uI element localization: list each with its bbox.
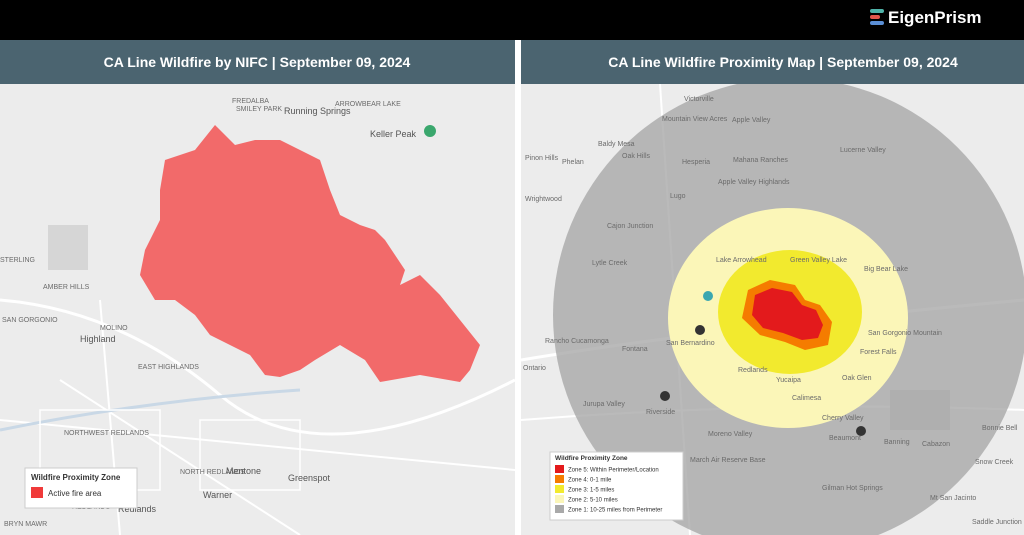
peak-icon bbox=[424, 125, 436, 137]
place-label: Snow Creek bbox=[975, 459, 1014, 466]
legend bbox=[549, 451, 684, 521]
place-label: Rancho Cucamonga bbox=[545, 338, 609, 345]
legend-swatch bbox=[555, 465, 564, 473]
place-label: AMBER HILLS bbox=[43, 284, 90, 291]
legend-label: Zone 1: 10-25 miles from Perimeter bbox=[568, 508, 662, 514]
place-label: San Bernardino bbox=[666, 340, 715, 347]
legend-title: Wildfire Proximity Zone bbox=[555, 455, 628, 462]
location-pins bbox=[660, 291, 866, 436]
place-label: Apple Valley Highlands bbox=[718, 179, 790, 186]
legend-label: Zone 4: 0-1 mile bbox=[568, 478, 612, 484]
place-label: STERLING bbox=[0, 257, 35, 264]
place-label: NORTHWEST REDLANDS bbox=[64, 430, 149, 437]
place-label: Hesperia bbox=[682, 159, 710, 166]
place-label: NORTH REDLANDS bbox=[180, 469, 245, 476]
place-label: Forest Falls bbox=[860, 349, 897, 356]
place-label: Running Springs bbox=[284, 106, 351, 116]
right-map: Victorville Mountain View Acres Apple Vall… bbox=[521, 84, 1024, 535]
place-label: Victorville bbox=[684, 96, 714, 103]
place-label: Baldy Mesa bbox=[598, 141, 635, 148]
zone-5 bbox=[752, 288, 823, 340]
place-label: Big Bear Lake bbox=[864, 266, 908, 273]
panel-title: CA Line Wildfire by NIFC | September 09,… bbox=[104, 54, 411, 70]
place-label: MOLINO bbox=[100, 325, 128, 332]
panel-title: CA Line Wildfire Proximity Map | Septemb… bbox=[608, 54, 958, 70]
place-label: SAN GORGONIO bbox=[2, 317, 58, 324]
place-label: Ontario bbox=[523, 365, 546, 372]
place-label: Mt San Jacinto bbox=[930, 495, 976, 502]
place-label: FREDALBA bbox=[232, 98, 269, 105]
place-label: Fontana bbox=[622, 346, 648, 353]
place-label: Saddle Junction bbox=[972, 519, 1022, 526]
place-label: Calimesa bbox=[792, 395, 821, 402]
legend-swatch bbox=[555, 485, 564, 493]
place-label: Apple Valley bbox=[732, 117, 771, 124]
place-label: Warner bbox=[203, 490, 232, 500]
place-label: Mahana Ranches bbox=[733, 157, 788, 164]
place-label: Cherry Valley bbox=[822, 415, 864, 422]
place-label: Pinon Hills bbox=[525, 155, 559, 162]
place-label: Cabazon bbox=[922, 441, 950, 448]
brand-name: EigenPrism bbox=[888, 8, 982, 27]
legend-label: Zone 2: 5-10 miles bbox=[568, 498, 618, 504]
place-label: Highland bbox=[80, 334, 116, 344]
legend-label: Zone 3: 1-5 miles bbox=[568, 488, 614, 494]
legend-swatch bbox=[31, 487, 43, 498]
place-label: Riverside bbox=[646, 409, 675, 416]
place-label: Lytle Creek bbox=[592, 260, 628, 267]
place-label: Redlands bbox=[738, 367, 768, 374]
place-label: San Gorgonio Mountain bbox=[868, 330, 942, 337]
place-label: Redlands bbox=[118, 504, 157, 514]
legend-label: Active fire area bbox=[48, 489, 102, 498]
place-label: Lake Arrowhead bbox=[716, 257, 767, 264]
legend-swatch bbox=[555, 505, 564, 513]
place-label: Moreno Valley bbox=[708, 431, 753, 438]
place-label: Cajon Junction bbox=[607, 223, 653, 230]
place-label: Banning bbox=[884, 439, 910, 446]
place-label: Beaumont bbox=[829, 435, 861, 442]
place-label: Greenspot bbox=[288, 473, 331, 483]
place-label: Wrightwood bbox=[525, 196, 562, 203]
place-label: Gilman Hot Springs bbox=[822, 485, 883, 492]
place-label: Phelan bbox=[562, 159, 584, 166]
place-label: BRYN MAWR bbox=[4, 521, 47, 528]
place-label: Jurupa Valley bbox=[583, 401, 625, 408]
place-label: Oak Glen bbox=[842, 375, 872, 382]
place-label: SMILEY PARK bbox=[236, 106, 282, 113]
place-label: March Air Reserve Base bbox=[690, 457, 766, 464]
place-label: Mentone bbox=[226, 466, 261, 476]
legend-swatch bbox=[555, 495, 564, 503]
brand-logo: EigenPrism bbox=[870, 8, 982, 27]
legend bbox=[24, 467, 138, 509]
place-label: Oak Hills bbox=[622, 153, 651, 160]
place-label: Mountain View Acres bbox=[662, 116, 728, 123]
place-label: Green Valley Lake bbox=[790, 257, 847, 264]
panel-header bbox=[0, 40, 515, 84]
panel-header bbox=[521, 40, 1024, 84]
legend-label: Zone 5: Within Perimeter/Location bbox=[568, 468, 659, 474]
place-label: Bonnie Bell bbox=[982, 425, 1018, 432]
place-label: Lugo bbox=[670, 193, 686, 200]
legend-title: Wildfire Proximity Zone bbox=[31, 473, 121, 482]
fire-perimeter bbox=[140, 125, 480, 382]
divider bbox=[515, 40, 521, 535]
place-label: Lucerne Valley bbox=[840, 147, 886, 154]
place-label: Keller Peak bbox=[370, 129, 417, 139]
place-label: ARROWBEAR LAKE bbox=[335, 101, 401, 108]
top-bar bbox=[0, 0, 1024, 40]
place-label: EAST HIGHLANDS bbox=[138, 364, 199, 371]
legend-swatch bbox=[555, 475, 564, 483]
place-label: Yucaipa bbox=[776, 377, 801, 384]
